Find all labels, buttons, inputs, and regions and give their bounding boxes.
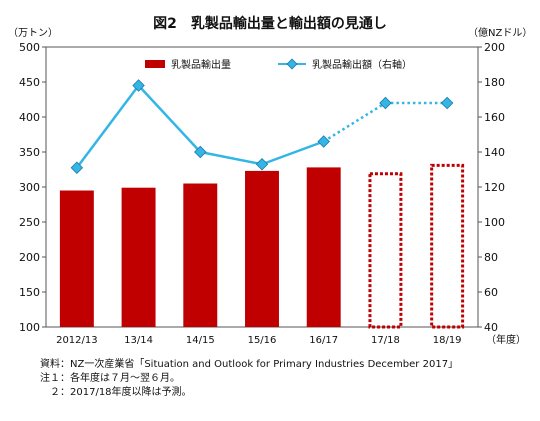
left-tick-label: 150 <box>19 286 40 299</box>
right-tick-label: 180 <box>484 76 505 89</box>
bar <box>183 183 218 327</box>
chart-notes: 資料：NZ一次産業省「Situation and Outlook for Pri… <box>40 358 458 400</box>
x-tick-label: 16/17 <box>309 335 338 346</box>
legend-swatch-marker <box>286 58 298 70</box>
right-tick-label: 140 <box>484 146 505 159</box>
x-tick-label: 18/19 <box>433 335 462 346</box>
left-tick-label: 400 <box>19 111 40 124</box>
right-tick-label: 40 <box>484 321 498 334</box>
line-point <box>317 135 330 148</box>
x-tick-label: 13/14 <box>124 335 153 346</box>
left-tick-label: 250 <box>19 216 40 229</box>
line-point <box>379 96 392 110</box>
right-tick-label: 120 <box>484 181 505 194</box>
left-tick-label: 100 <box>19 321 40 334</box>
left-tick-label: 200 <box>19 251 40 264</box>
line-point <box>440 96 454 110</box>
bar-forecast <box>368 172 403 329</box>
right-tick-label: 60 <box>484 286 498 299</box>
left-tick-label: 500 <box>19 41 40 54</box>
right-tick-label: 160 <box>484 111 505 124</box>
bar <box>245 170 279 327</box>
right-tick-label: 100 <box>484 216 505 229</box>
line-segment <box>200 150 263 166</box>
legend-swatch-bar <box>145 60 165 68</box>
note-1: 注１：各年度は７月～翌６月。 <box>40 373 180 384</box>
line-segment <box>75 84 140 169</box>
right-tick-label: 80 <box>484 251 498 264</box>
x-axis: 2012/13 13/14 14/15 15/16 16/17 17/18 18/19 <box>56 335 461 346</box>
x-tick-label: 17/18 <box>371 335 400 346</box>
left-tick-label: 350 <box>19 146 40 159</box>
line-segment <box>261 140 325 166</box>
x-tick-label: 14/15 <box>186 335 215 346</box>
left-axis-unit: （万トン） <box>8 27 58 39</box>
bar-forecast <box>430 163 465 329</box>
right-axis: 40 60 80 100 120 140 160 180 200 <box>478 41 505 334</box>
legend-label-line: 乳製品輸出額（右軸） <box>312 58 412 71</box>
line-point <box>194 145 207 159</box>
left-axis: 100 150 200 250 300 350 400 450 500 <box>19 41 46 334</box>
x-tick-label: 15/16 <box>248 335 277 346</box>
left-tick-label: 450 <box>19 76 40 89</box>
right-axis-unit: （億NZドル） <box>468 26 532 39</box>
bar <box>306 167 341 327</box>
line-segment <box>137 84 202 153</box>
x-tick-label: 2012/13 <box>56 335 98 346</box>
bar-series <box>59 163 465 329</box>
line-point <box>132 79 145 92</box>
bar <box>121 187 156 327</box>
right-tick-label: 200 <box>484 41 505 54</box>
line-segment-forecast <box>323 101 387 143</box>
x-axis-unit: （年度） <box>486 333 526 346</box>
legend: 乳製品輸出量 乳製品輸出額（右軸） <box>145 58 412 71</box>
line-point <box>255 158 269 171</box>
chart-title: 図2 乳製品輸出量と輸出額の見通し <box>153 15 387 32</box>
source-note: 資料：NZ一次産業省「Situation and Outlook for Pri… <box>40 359 459 370</box>
left-tick-label: 300 <box>19 181 40 194</box>
chart: 図2 乳製品輸出量と輸出額の見通し （万トン） （億NZドル） （年度） 100… <box>8 15 532 346</box>
line-series <box>70 79 454 174</box>
legend-label-bar: 乳製品輸出量 <box>171 58 231 71</box>
line-point <box>70 161 84 174</box>
note-2: ２：2017/18年度以降は予測。 <box>40 387 192 398</box>
bar <box>59 190 94 327</box>
